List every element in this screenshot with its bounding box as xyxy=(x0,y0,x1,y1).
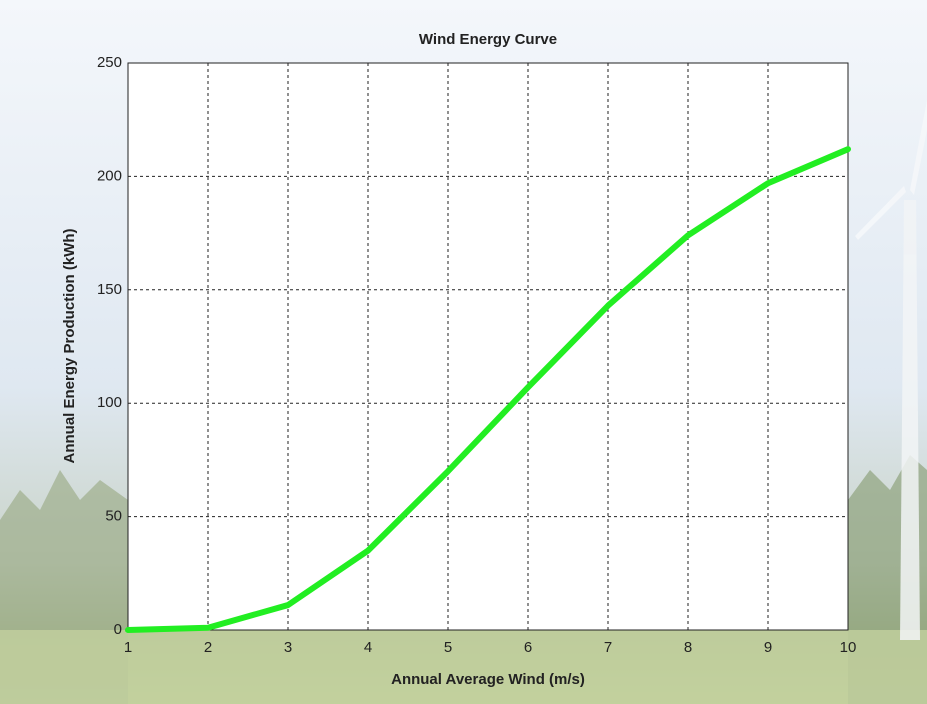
plot-area xyxy=(127,62,849,631)
y-tick-label: 100 xyxy=(97,394,122,411)
x-tick-label: 4 xyxy=(364,639,372,656)
x-tick-label: 8 xyxy=(684,639,692,656)
x-tick-label: 10 xyxy=(840,639,857,656)
x-axis-label: Annual Average Wind (m/s) xyxy=(391,671,585,688)
x-tick-label: 3 xyxy=(284,639,292,656)
y-axis-label: Annual Energy Production (kWh) xyxy=(61,228,78,463)
y-tick-label: 150 xyxy=(97,281,122,298)
x-tick-label: 9 xyxy=(764,639,772,656)
y-tick-label: 0 xyxy=(114,621,122,638)
y-tick-label: 50 xyxy=(105,508,122,525)
grass xyxy=(0,630,927,704)
x-tick-label: 6 xyxy=(524,639,532,656)
y-tick-label: 250 xyxy=(97,54,122,71)
chart-title: Wind Energy Curve xyxy=(419,31,557,48)
x-tick-label: 2 xyxy=(204,639,212,656)
x-tick-label: 7 xyxy=(604,639,612,656)
data-line xyxy=(125,146,851,633)
x-tick-label: 5 xyxy=(444,639,452,656)
x-tick-label: 1 xyxy=(124,639,132,656)
y-tick-label: 200 xyxy=(97,167,122,184)
wind-turbine xyxy=(855,100,927,640)
